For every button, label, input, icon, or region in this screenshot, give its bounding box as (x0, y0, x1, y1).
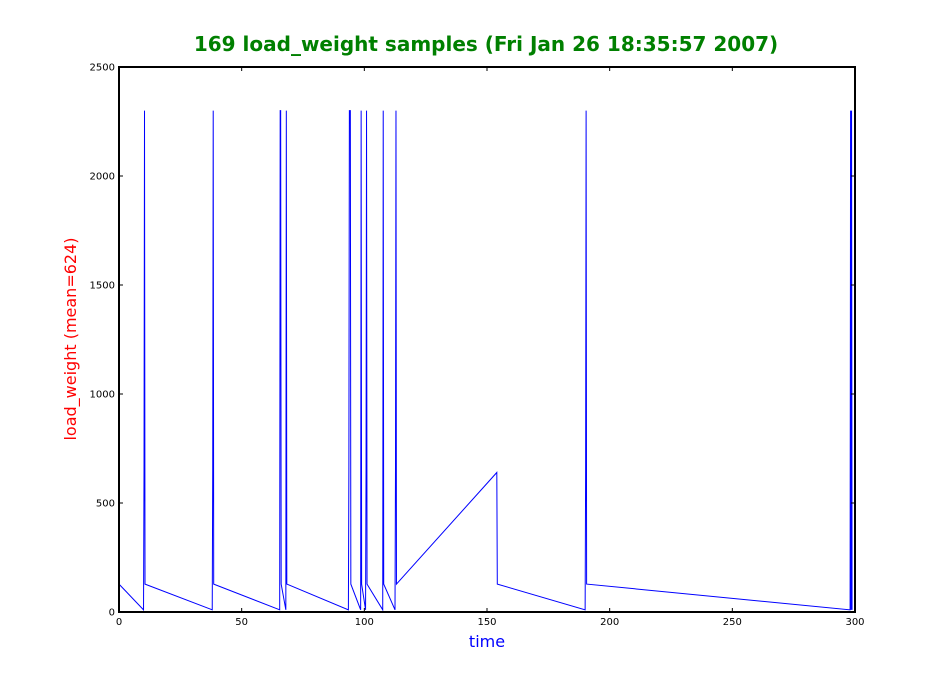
x-tick-label: 0 (116, 617, 122, 628)
y-tick-label: 0 (109, 608, 115, 619)
x-tick-label: 200 (600, 617, 619, 628)
x-axis: 0 50 100 150 200 250 300 (116, 67, 865, 628)
y-tick-label: 500 (96, 499, 115, 510)
x-tick-label: 50 (235, 617, 248, 628)
chart-title: 169 load_weight samples (Fri Jan 26 18:3… (194, 32, 778, 56)
series-line (118, 110, 853, 612)
plot-area (118, 110, 853, 612)
y-tick-label: 2500 (90, 63, 115, 74)
x-axis-label: time (469, 632, 505, 651)
y-axis: 0 500 1000 1500 2000 2500 (90, 63, 855, 619)
y-tick-label: 2000 (90, 172, 115, 183)
x-tick-label: 300 (845, 617, 864, 628)
x-tick-label: 100 (355, 617, 374, 628)
y-tick-label: 1500 (90, 281, 115, 292)
y-axis-label: load_weight (mean=624) (61, 237, 81, 440)
axes-frame (118, 66, 856, 613)
y-tick-label: 1000 (90, 390, 115, 401)
x-tick-label: 250 (723, 617, 742, 628)
x-tick-label: 150 (477, 617, 496, 628)
